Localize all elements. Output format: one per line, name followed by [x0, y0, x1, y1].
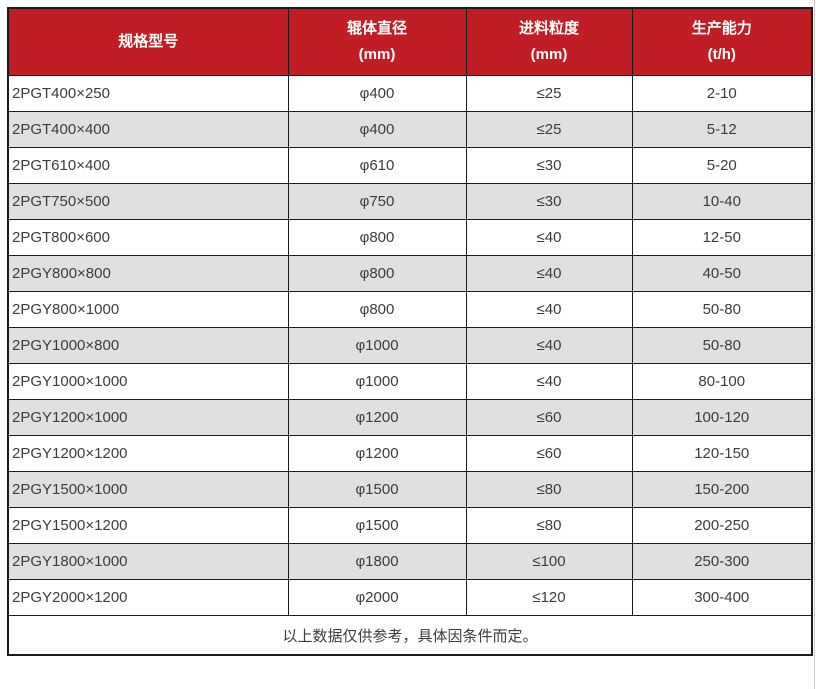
table-row: 2PGY1500×1000 φ1500 ≤80 150-200 [7, 471, 813, 508]
table-row: 2PGT610×400 φ610 ≤30 5-20 [7, 147, 813, 184]
cell-capacity: 2-10 [631, 75, 813, 112]
table-row: 2PGY2000×1200 φ2000 ≤120 300-400 [7, 579, 813, 616]
table-row: 2PGY1500×1200 φ1500 ≤80 200-250 [7, 507, 813, 544]
cell-capacity: 50-80 [631, 291, 813, 328]
cell-capacity: 10-40 [631, 183, 813, 220]
cell-model: 2PGY1800×1000 [7, 543, 289, 580]
cell-feed-size: ≤40 [465, 219, 633, 256]
spec-table-body: 2PGT400×250 φ400 ≤25 2-10 2PGT400×400 φ4… [7, 75, 813, 616]
cell-roller-diameter: φ1000 [287, 363, 467, 400]
cell-model: 2PGY800×1000 [7, 291, 289, 328]
cell-feed-size: ≤100 [465, 543, 633, 580]
table-row: 2PGY1200×1000 φ1200 ≤60 100-120 [7, 399, 813, 436]
spec-sheet-page: 规格型号 辊体直径 (mm) 进料粒度 (mm) 生产能力 (t/h) [7, 7, 813, 656]
table-row: 2PGT400×250 φ400 ≤25 2-10 [7, 75, 813, 112]
header-capacity-label: 生产能力 [691, 20, 752, 37]
cell-model: 2PGT610×400 [7, 147, 289, 184]
header-cell-feed-size: 进料粒度 (mm) [465, 7, 633, 76]
cell-capacity: 5-20 [631, 147, 813, 184]
cell-capacity: 200-250 [631, 507, 813, 544]
cell-model: 2PGY1200×1000 [7, 399, 289, 436]
cell-model: 2PGT750×500 [7, 183, 289, 220]
table-row: 2PGT800×600 φ800 ≤40 12-50 [7, 219, 813, 256]
footnote-text: 以上数据仅供参考，具体因条件而定。 [7, 615, 813, 656]
cell-model: 2PGT800×600 [7, 219, 289, 256]
cell-capacity: 300-400 [631, 579, 813, 616]
cell-model: 2PGY1500×1200 [7, 507, 289, 544]
cell-roller-diameter: φ1500 [287, 471, 467, 508]
header-capacity-unit: (t/h) [707, 46, 736, 63]
cell-model: 2PGT400×400 [7, 111, 289, 148]
header-row: 规格型号 辊体直径 (mm) 进料粒度 (mm) 生产能力 (t/h) [7, 7, 813, 76]
cell-capacity: 12-50 [631, 219, 813, 256]
cell-capacity: 100-120 [631, 399, 813, 436]
cell-capacity: 250-300 [631, 543, 813, 580]
spec-table: 规格型号 辊体直径 (mm) 进料粒度 (mm) 生产能力 (t/h) [7, 7, 813, 656]
spec-table-header: 规格型号 辊体直径 (mm) 进料粒度 (mm) 生产能力 (t/h) [7, 7, 813, 76]
cell-roller-diameter: φ1000 [287, 327, 467, 364]
cell-roller-diameter: φ800 [287, 291, 467, 328]
cell-capacity: 50-80 [631, 327, 813, 364]
cell-roller-diameter: φ1500 [287, 507, 467, 544]
cell-feed-size: ≤80 [465, 471, 633, 508]
cell-roller-diameter: φ400 [287, 75, 467, 112]
table-row: 2PGY1000×800 φ1000 ≤40 50-80 [7, 327, 813, 364]
cell-model: 2PGY2000×1200 [7, 579, 289, 616]
cell-model: 2PGY1200×1200 [7, 435, 289, 472]
cell-roller-diameter: φ750 [287, 183, 467, 220]
header-feed-size-label: 进料粒度 [518, 20, 579, 37]
cell-roller-diameter: φ400 [287, 111, 467, 148]
cell-roller-diameter: φ1200 [287, 435, 467, 472]
spec-table-footer: 以上数据仅供参考，具体因条件而定。 [7, 615, 813, 656]
header-feed-size-unit: (mm) [530, 46, 568, 63]
cell-model: 2PGT400×250 [7, 75, 289, 112]
cell-model: 2PGY1500×1000 [7, 471, 289, 508]
cell-feed-size: ≤25 [465, 75, 633, 112]
header-cell-model: 规格型号 [7, 7, 289, 76]
cell-roller-diameter: φ610 [287, 147, 467, 184]
cell-feed-size: ≤80 [465, 507, 633, 544]
table-row: 2PGY1800×1000 φ1800 ≤100 250-300 [7, 543, 813, 580]
cell-roller-diameter: φ800 [287, 219, 467, 256]
header-roller-diameter-label: 辊体直径 [346, 20, 407, 37]
table-row: 2PGT750×500 φ750 ≤30 10-40 [7, 183, 813, 220]
page-right-edge [814, 0, 815, 689]
table-row: 2PGY1000×1000 φ1000 ≤40 80-100 [7, 363, 813, 400]
header-model-label: 规格型号 [118, 33, 179, 50]
cell-capacity: 5-12 [631, 111, 813, 148]
cell-model: 2PGY800×800 [7, 255, 289, 292]
cell-roller-diameter: φ1800 [287, 543, 467, 580]
cell-roller-diameter: φ2000 [287, 579, 467, 616]
cell-feed-size: ≤40 [465, 363, 633, 400]
cell-capacity: 40-50 [631, 255, 813, 292]
cell-feed-size: ≤60 [465, 399, 633, 436]
cell-roller-diameter: φ1200 [287, 399, 467, 436]
cell-model: 2PGY1000×1000 [7, 363, 289, 400]
table-row: 2PGT400×400 φ400 ≤25 5-12 [7, 111, 813, 148]
cell-feed-size: ≤40 [465, 255, 633, 292]
cell-feed-size: ≤120 [465, 579, 633, 616]
table-row: 2PGY800×1000 φ800 ≤40 50-80 [7, 291, 813, 328]
footnote-row: 以上数据仅供参考，具体因条件而定。 [7, 615, 813, 656]
cell-roller-diameter: φ800 [287, 255, 467, 292]
header-roller-diameter-unit: (mm) [358, 46, 396, 63]
cell-feed-size: ≤30 [465, 147, 633, 184]
cell-model: 2PGY1000×800 [7, 327, 289, 364]
cell-feed-size: ≤40 [465, 291, 633, 328]
cell-feed-size: ≤60 [465, 435, 633, 472]
cell-feed-size: ≤40 [465, 327, 633, 364]
cell-feed-size: ≤30 [465, 183, 633, 220]
cell-capacity: 150-200 [631, 471, 813, 508]
header-cell-capacity: 生产能力 (t/h) [631, 7, 813, 76]
table-row: 2PGY1200×1200 φ1200 ≤60 120-150 [7, 435, 813, 472]
header-cell-roller-diameter: 辊体直径 (mm) [287, 7, 467, 76]
cell-capacity: 80-100 [631, 363, 813, 400]
cell-feed-size: ≤25 [465, 111, 633, 148]
cell-capacity: 120-150 [631, 435, 813, 472]
table-row: 2PGY800×800 φ800 ≤40 40-50 [7, 255, 813, 292]
